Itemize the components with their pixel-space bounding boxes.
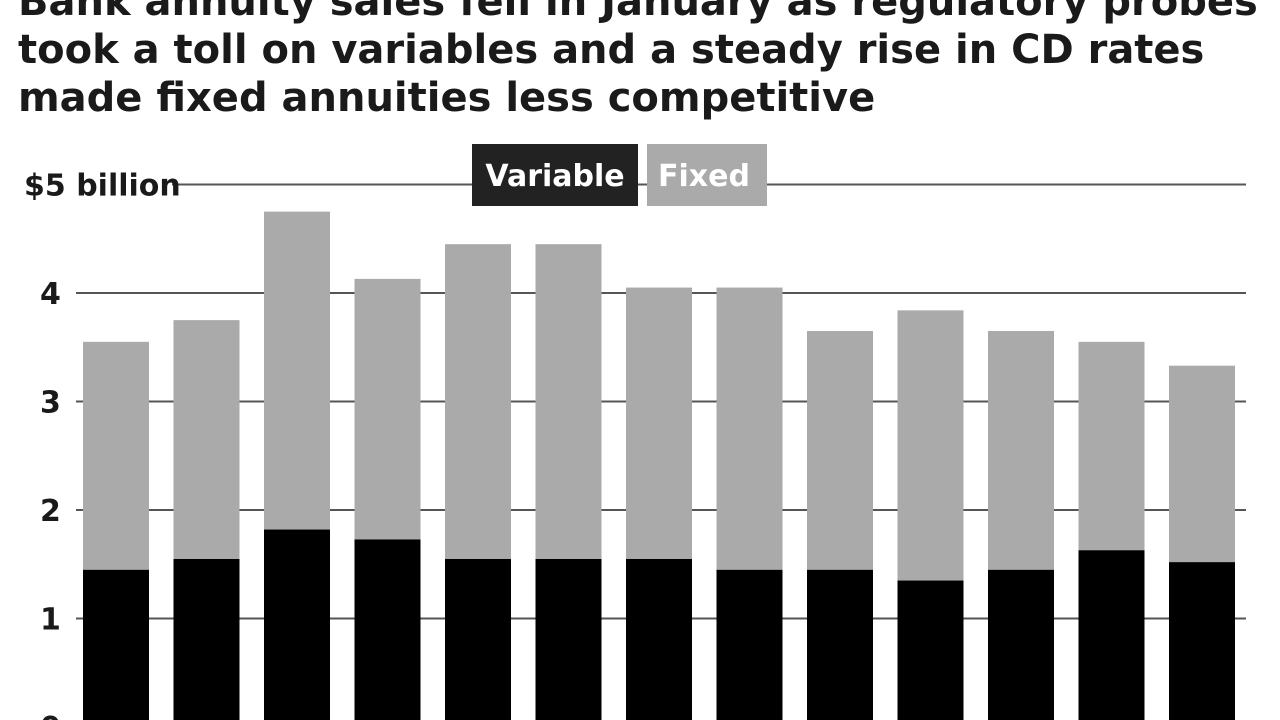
bar-variable [988,569,1054,720]
bar-variable [1169,562,1235,720]
bar-variable [354,539,421,720]
bar-fixed [897,310,964,581]
y-axis-ticks: 0 1 2 3 4 $5 billion [24,169,181,720]
bars [83,211,1235,720]
bar-fixed [626,287,692,559]
bar-fixed [1169,365,1235,563]
bar-fixed [716,287,783,570]
chart-title: Bank annuity sales fell in January as re… [18,0,1258,121]
bar-variable [83,569,149,720]
y-tick-label: 0 [40,711,61,720]
bar-fixed [83,341,149,570]
bar-variable [173,558,240,720]
bar-fixed [807,330,873,570]
bar-fixed [354,278,421,540]
legend: Variable Fixed [472,144,767,206]
bar-variable [264,529,330,720]
y-tick-label: $5 billion [24,169,181,204]
bar-fixed [264,211,330,530]
legend-variable-label: Variable [485,159,624,194]
y-tick-label: 3 [40,386,61,421]
legend-variable-swatch [472,144,638,206]
legend-fixed-swatch [647,144,767,206]
bar-variable [807,569,873,720]
bar-variable [716,569,783,720]
bar-variable [535,558,602,720]
legend-fixed-label: Fixed [658,159,750,194]
bar-variable [897,580,964,720]
bar-variable [626,558,692,720]
y-tick-label: 4 [40,277,61,312]
y-tick-label: 1 [40,603,61,638]
bar-fixed [988,330,1054,570]
bar-fixed [445,244,511,559]
bar-fixed [535,244,602,559]
bar-fixed [1078,341,1145,551]
y-tick-label: 2 [40,494,61,529]
bar-variable [1078,550,1145,720]
bar-fixed [173,320,240,559]
bar-variable [445,558,511,720]
